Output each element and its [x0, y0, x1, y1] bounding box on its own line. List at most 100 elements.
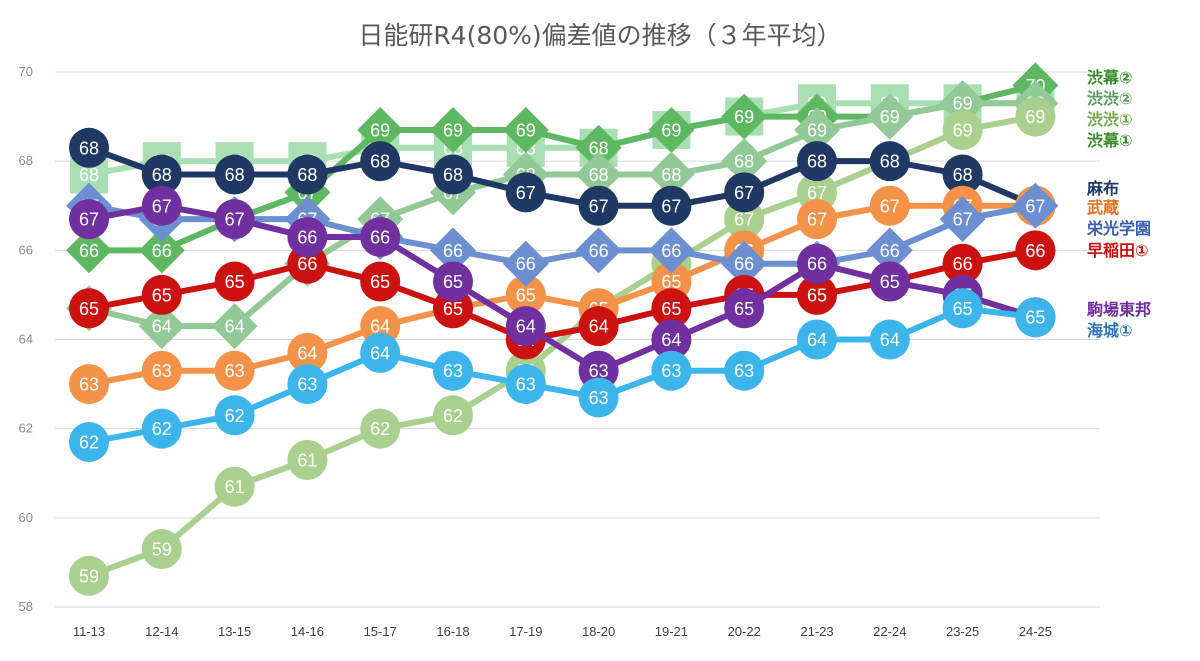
data-point [214, 154, 255, 195]
data-label: 68 [589, 138, 609, 158]
data-label: 65 [953, 299, 973, 319]
data-label: 66 [370, 227, 390, 247]
data-label: 67 [516, 183, 536, 203]
data-point [794, 106, 840, 153]
data-point [287, 364, 328, 405]
data-label: 65 [443, 272, 463, 292]
data-label: 66 [443, 241, 463, 261]
data-label: 64 [880, 330, 900, 350]
data-label: 69 [1025, 107, 1045, 127]
x-tick-label: 18-20 [582, 624, 615, 639]
data-point [721, 240, 768, 287]
data-label: 66 [1025, 241, 1045, 261]
data-point [66, 227, 112, 274]
data-point [430, 227, 476, 274]
data-label: 65 [734, 299, 754, 319]
x-tick-label: 13-15 [218, 624, 251, 639]
data-label: 63 [297, 375, 317, 395]
data-point [433, 154, 473, 195]
data-label: 69 [953, 120, 973, 140]
data-point [141, 529, 182, 570]
data-label: 64 [370, 343, 390, 363]
x-tick-label: 14-16 [291, 624, 324, 639]
data-point [138, 227, 185, 274]
data-label: 68 [152, 165, 172, 185]
data-point [360, 261, 401, 302]
x-tick-label: 19-21 [655, 624, 688, 639]
data-label: 64 [589, 317, 609, 337]
data-point [505, 274, 546, 315]
data-label: 65 [807, 285, 827, 305]
data-point [69, 288, 109, 329]
data-label: 66 [152, 241, 172, 261]
data-label: 68 [661, 165, 681, 185]
data-label: 68 [297, 165, 317, 185]
data-label: 64 [297, 343, 317, 363]
data-label: 67 [1025, 196, 1045, 216]
legend-entry: 渋渋① [1087, 110, 1133, 129]
data-label: 63 [79, 375, 99, 395]
data-point [797, 274, 837, 315]
data-point [1015, 297, 1056, 338]
data-label: 66 [297, 254, 317, 274]
data-label: 68 [807, 152, 827, 172]
data-point [1015, 230, 1056, 271]
data-label: 65 [79, 299, 99, 319]
data-point [797, 243, 837, 284]
data-point [575, 227, 622, 274]
data-label: 69 [516, 120, 536, 140]
data-point [866, 93, 913, 140]
data-point [797, 199, 837, 240]
data-label: 68 [953, 165, 973, 185]
data-label: 69 [443, 120, 463, 140]
data-point [505, 306, 546, 347]
data-label: 64 [807, 330, 827, 350]
legend-entry: 武蔵 [1087, 198, 1119, 217]
data-point [651, 288, 692, 329]
data-point [942, 109, 983, 150]
legend-entry: 渋幕① [1087, 131, 1133, 150]
chart-title: 日能研R4(80%)偏差値の推移（３年平均） [358, 21, 841, 50]
data-label: 69 [880, 107, 900, 127]
data-point [651, 185, 692, 226]
data-point [651, 350, 692, 391]
data-label: 67 [79, 210, 99, 230]
data-point [797, 319, 837, 360]
data-label: 66 [807, 254, 827, 274]
data-point [287, 332, 328, 373]
legend-entry: 駒場東邦 [1087, 300, 1151, 319]
data-point [141, 185, 182, 226]
y-tick-label: 62 [19, 421, 33, 436]
data-label: 65 [661, 272, 681, 292]
data-point [214, 199, 255, 240]
data-point [69, 422, 109, 463]
data-point [724, 350, 765, 391]
data-label: 63 [443, 361, 463, 381]
data-label: 62 [443, 406, 463, 426]
data-point [575, 124, 622, 171]
data-label: 69 [807, 120, 827, 140]
data-label: 64 [225, 317, 245, 337]
data-point [211, 303, 258, 350]
data-point [360, 216, 401, 257]
data-point [360, 332, 401, 373]
series-9: 62 62 62 63 64 63 63 63 63 63 64 64 65 65 [69, 288, 1056, 463]
data-point [651, 319, 692, 360]
legend-entry: 早稲田① [1087, 241, 1149, 260]
data-point [69, 364, 109, 405]
data-label: 65 [661, 299, 681, 319]
data-point [287, 216, 328, 257]
x-tick-label: 23-25 [946, 624, 979, 639]
data-label: 68 [589, 165, 609, 185]
data-point [360, 141, 401, 182]
data-point [724, 172, 765, 213]
data-label: 67 [225, 210, 245, 230]
x-tick-label: 17-19 [509, 624, 542, 639]
series-5: 63 63 63 64 64 65 65 65 65 66 67 67 67 67 [69, 185, 1056, 405]
data-label: 65 [443, 299, 463, 319]
data-point [869, 261, 910, 302]
y-tick-label: 68 [19, 153, 33, 168]
data-point [721, 138, 768, 185]
data-label: 64 [516, 317, 536, 337]
